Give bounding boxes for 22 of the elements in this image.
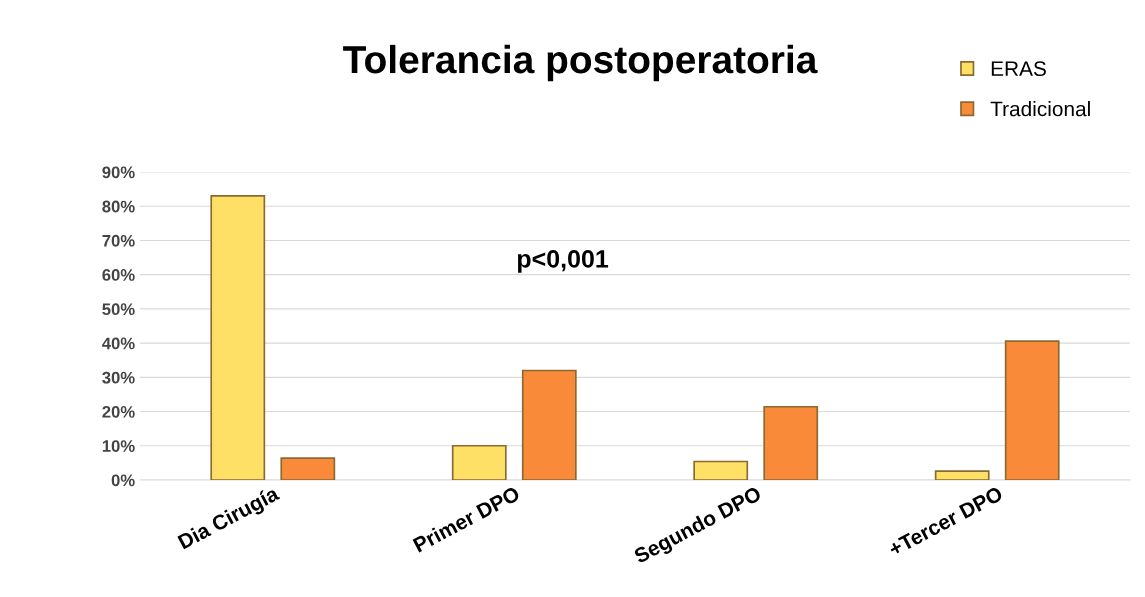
chart-title: Tolerancia postoperatoria (343, 44, 818, 82)
y-tick-label: 30% (102, 371, 135, 384)
bar (763, 405, 819, 480)
bar (210, 195, 266, 480)
y-tick-label: 20% (102, 405, 135, 418)
y-tick-label: 10% (102, 440, 135, 452)
legend-label: ERAS (991, 61, 1046, 77)
bar (693, 460, 749, 480)
y-tick-label: 50% (102, 303, 135, 316)
y-tick-label: 0% (111, 474, 135, 487)
y-tick-label: 40% (102, 337, 135, 350)
bar (280, 457, 336, 480)
bar (934, 470, 990, 480)
bar (521, 369, 577, 480)
annotation: p<0,001 (518, 249, 609, 273)
y-tick-label: 70% (102, 234, 135, 247)
bar (1004, 340, 1060, 480)
y-tick-label: 60% (102, 269, 135, 281)
bar (451, 444, 507, 480)
y-tick-label: 80% (102, 200, 135, 213)
y-tick-label: 90% (102, 166, 135, 179)
legend-label: Tradicional (990, 101, 1090, 117)
